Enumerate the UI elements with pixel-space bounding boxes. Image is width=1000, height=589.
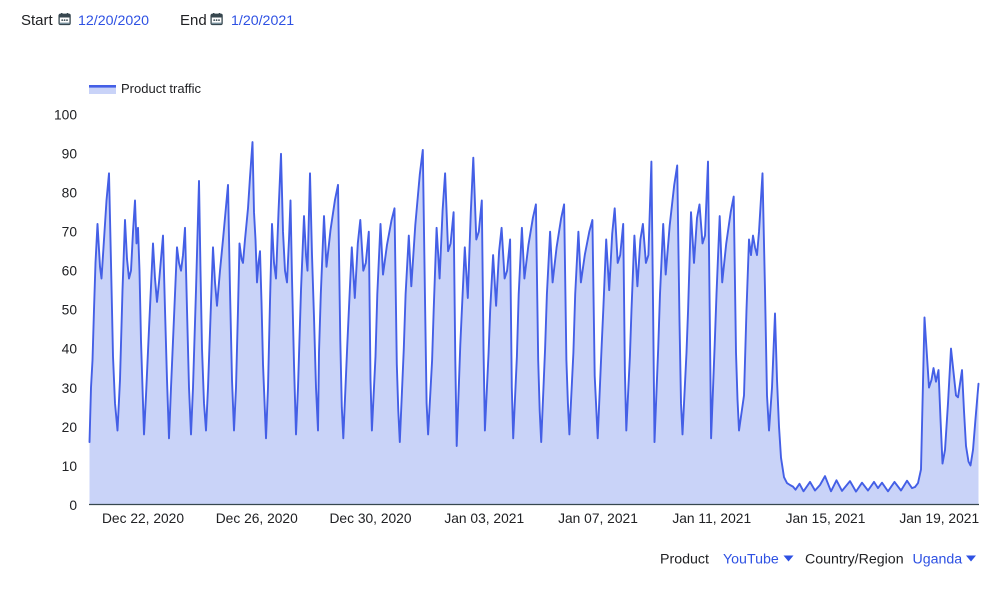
svg-text:Jan 19, 2021: Jan 19, 2021: [899, 511, 979, 526]
svg-text:1/20/2021: 1/20/2021: [231, 13, 294, 29]
svg-text:12/20/2020: 12/20/2020: [78, 13, 149, 29]
svg-text:0: 0: [69, 498, 77, 513]
svg-text:70: 70: [62, 225, 78, 240]
svg-text:Uganda: Uganda: [913, 552, 963, 568]
svg-text:Jan 11, 2021: Jan 11, 2021: [672, 511, 751, 526]
svg-text:10: 10: [62, 459, 78, 474]
svg-text:End: End: [180, 12, 207, 29]
svg-text:Dec 30, 2020: Dec 30, 2020: [329, 511, 411, 526]
svg-text:Product traffic: Product traffic: [121, 81, 201, 96]
svg-text:Dec 26, 2020: Dec 26, 2020: [216, 511, 298, 526]
svg-text:Dec 22, 2020: Dec 22, 2020: [102, 511, 184, 526]
svg-text:90: 90: [62, 147, 78, 162]
svg-text:100: 100: [54, 108, 77, 123]
svg-text:20: 20: [62, 420, 78, 435]
svg-text:60: 60: [62, 264, 78, 279]
svg-text:YouTube: YouTube: [723, 552, 779, 568]
svg-text:30: 30: [62, 381, 78, 396]
svg-text:80: 80: [62, 186, 78, 201]
svg-text:Product: Product: [660, 552, 709, 568]
svg-text:50: 50: [62, 303, 78, 318]
svg-text:Country/Region: Country/Region: [805, 552, 904, 568]
svg-text:Jan 15, 2021: Jan 15, 2021: [786, 511, 866, 526]
svg-text:Jan 03, 2021: Jan 03, 2021: [444, 511, 524, 526]
svg-text:Start: Start: [21, 12, 54, 29]
svg-text:Jan 07, 2021: Jan 07, 2021: [558, 511, 638, 526]
svg-text:40: 40: [62, 342, 78, 357]
